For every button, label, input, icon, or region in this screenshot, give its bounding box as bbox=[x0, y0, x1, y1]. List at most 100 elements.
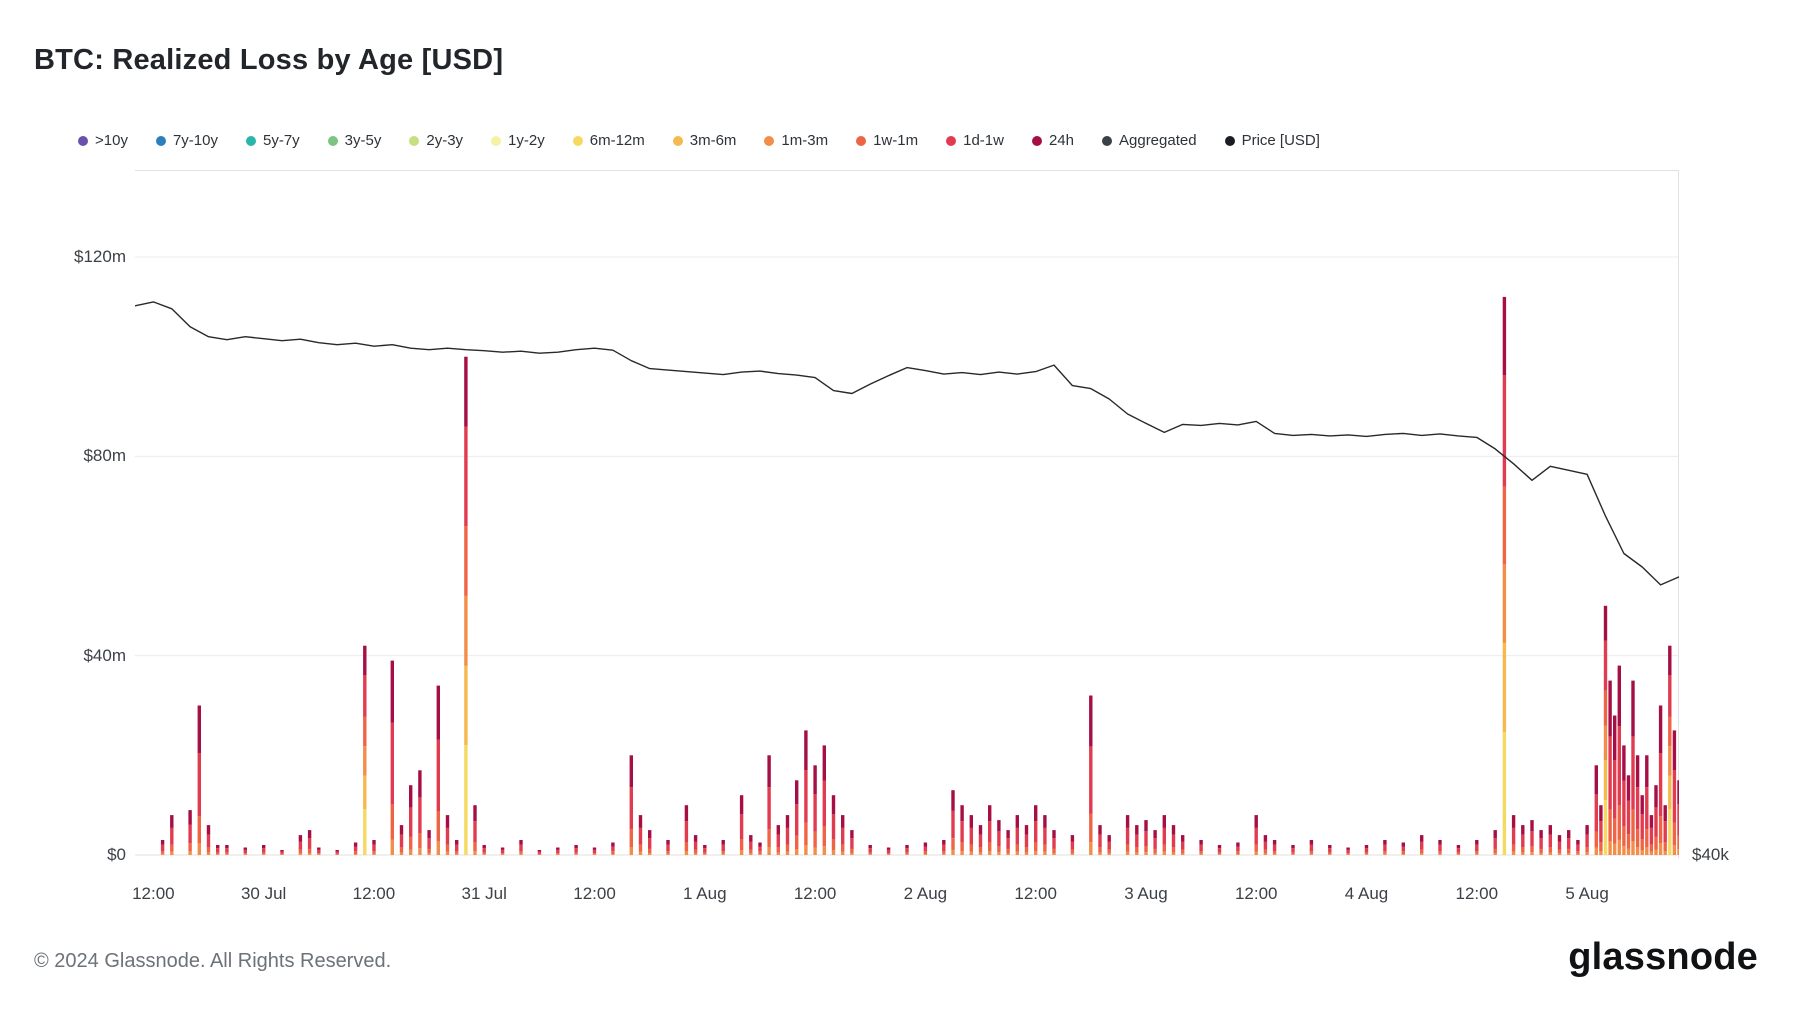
loss-bar-segment bbox=[243, 847, 247, 850]
loss-bar-segment bbox=[850, 853, 854, 855]
loss-bar-segment bbox=[795, 835, 799, 850]
loss-bar-segment bbox=[684, 821, 689, 842]
loss-bar-segment bbox=[1272, 851, 1277, 854]
loss-bar-segment bbox=[1346, 853, 1350, 855]
loss-bar-segment bbox=[1658, 816, 1663, 843]
loss-bar-segment bbox=[1626, 775, 1631, 801]
legend-item-3m-6m[interactable]: 3m-6m bbox=[672, 132, 736, 149]
legend-item-1d-1w[interactable]: 1d-1w bbox=[946, 132, 1004, 149]
loss-bar-segment bbox=[1677, 835, 1679, 850]
loss-bar-segment bbox=[399, 834, 404, 848]
loss-bar-segment bbox=[951, 838, 955, 850]
loss-bar-segment bbox=[1622, 826, 1626, 847]
loss-bar-segment bbox=[648, 853, 652, 855]
x-axis-label: 12:00 bbox=[793, 884, 837, 903]
loss-bar-segment bbox=[1635, 829, 1640, 847]
loss-bar-segment bbox=[1217, 852, 1222, 855]
chart-title: BTC: Realized Loss by Age [USD] bbox=[34, 44, 504, 76]
loss-bar-segment bbox=[1502, 296, 1507, 375]
loss-bar-segment bbox=[298, 849, 303, 854]
loss-bar-segment bbox=[1635, 787, 1640, 830]
loss-bar-segment bbox=[978, 847, 983, 853]
loss-bar-segment bbox=[1654, 849, 1658, 855]
loss-bar-segment bbox=[1567, 853, 1571, 855]
legend-item-5y-7y[interactable]: 5y-7y bbox=[245, 132, 300, 149]
legend: >10y 7y-10y 5y-7y 3y-5y 2y-3y 1y-2y 6m-12m 3m-6… bbox=[78, 132, 1680, 149]
loss-bar-segment bbox=[1613, 715, 1617, 761]
legend-item-7y-10y[interactable]: 7y-10y bbox=[155, 132, 218, 149]
loss-bar-segment bbox=[960, 805, 964, 822]
loss-bar-segment bbox=[537, 850, 542, 852]
loss-bar-segment bbox=[988, 821, 992, 842]
loss-bar-segment bbox=[1493, 853, 1497, 855]
loss-bar-segment bbox=[868, 848, 872, 853]
legend-item-1m-3m[interactable]: 1m-3m bbox=[764, 132, 828, 149]
loss-bar-segment bbox=[399, 852, 404, 855]
chart-canvas[interactable] bbox=[135, 170, 1679, 870]
loss-bar-segment bbox=[1135, 847, 1139, 853]
loss-bar-segment bbox=[1089, 746, 1093, 814]
loss-bar-segment bbox=[1181, 835, 1185, 842]
loss-bar-segment bbox=[703, 854, 707, 855]
loss-bar-segment bbox=[1502, 564, 1507, 643]
loss-bar-segment bbox=[776, 834, 780, 848]
loss-bar-segment bbox=[1594, 831, 1598, 848]
loss-bar-segment bbox=[749, 849, 753, 854]
loss-bar-segment bbox=[482, 852, 486, 855]
loss-bar-segment bbox=[804, 845, 808, 855]
loss-bar-segment bbox=[436, 685, 440, 740]
loss-bar-segment bbox=[409, 849, 413, 855]
plot-area[interactable] bbox=[135, 170, 1679, 870]
legend-item-24h[interactable]: 24h bbox=[1031, 132, 1074, 149]
legend-item-1y-2y[interactable]: 1y-2y bbox=[491, 132, 545, 149]
loss-bar-segment bbox=[841, 851, 845, 855]
loss-bar-segment bbox=[850, 830, 854, 839]
loss-bar-segment bbox=[942, 851, 946, 854]
loss-bar-segment bbox=[445, 815, 450, 828]
loss-bar-segment bbox=[758, 851, 762, 854]
loss-bar-segment bbox=[1557, 849, 1562, 854]
loss-bar-segment bbox=[831, 850, 836, 855]
loss-bar-segment bbox=[1567, 838, 1571, 849]
loss-bar-segment bbox=[969, 827, 973, 845]
loss-bar-segment bbox=[1015, 851, 1019, 855]
loss-bar-segment bbox=[409, 785, 413, 808]
loss-bar-segment bbox=[1006, 830, 1010, 839]
loss-bar-segment bbox=[225, 845, 229, 849]
loss-bar-segment bbox=[574, 845, 578, 849]
loss-bar-segment bbox=[905, 845, 909, 849]
loss-bar-segment bbox=[1635, 847, 1640, 855]
legend-item--10y[interactable]: >10y bbox=[78, 132, 128, 149]
loss-bar-segment bbox=[390, 722, 394, 805]
loss-bar-segment bbox=[160, 840, 165, 845]
loss-bar-segment bbox=[455, 844, 459, 852]
loss-bar-segment bbox=[1043, 827, 1047, 845]
loss-bar-segment bbox=[1475, 840, 1479, 845]
legend-item-3y-5y[interactable]: 3y-5y bbox=[327, 132, 381, 149]
loss-bar-segment bbox=[243, 854, 247, 855]
loss-bar-segment bbox=[1015, 815, 1019, 828]
loss-bar-segment bbox=[1594, 765, 1598, 794]
loss-bar-segment bbox=[1677, 804, 1679, 836]
loss-bar-segment bbox=[372, 853, 376, 855]
loss-bar-segment bbox=[1511, 844, 1516, 852]
loss-bar-segment bbox=[1594, 847, 1598, 855]
legend-item-6m-12m[interactable]: 6m-12m bbox=[572, 132, 645, 149]
loss-bar-segment bbox=[638, 851, 643, 855]
loss-bar-segment bbox=[629, 829, 633, 847]
loss-bar-segment bbox=[1530, 852, 1534, 855]
legend-dot-icon bbox=[1224, 135, 1235, 146]
legend-item-aggregated[interactable]: Aggregated bbox=[1102, 132, 1197, 149]
loss-bar-segment bbox=[776, 852, 780, 855]
legend-item-2y-3y[interactable]: 2y-3y bbox=[409, 132, 463, 149]
legend-item-1w-1m[interactable]: 1w-1m bbox=[856, 132, 918, 149]
loss-bar-segment bbox=[436, 739, 440, 811]
loss-bar-segment bbox=[1144, 845, 1148, 853]
x-axis-label: 12:00 bbox=[573, 884, 616, 903]
legend-item-price-usd-[interactable]: Price [USD] bbox=[1224, 132, 1320, 149]
loss-bar-segment bbox=[988, 805, 992, 822]
loss-bar-segment bbox=[1640, 839, 1644, 851]
loss-bar-segment bbox=[418, 833, 422, 849]
legend-dot-icon bbox=[946, 135, 957, 146]
loss-bar-segment bbox=[1125, 815, 1130, 828]
